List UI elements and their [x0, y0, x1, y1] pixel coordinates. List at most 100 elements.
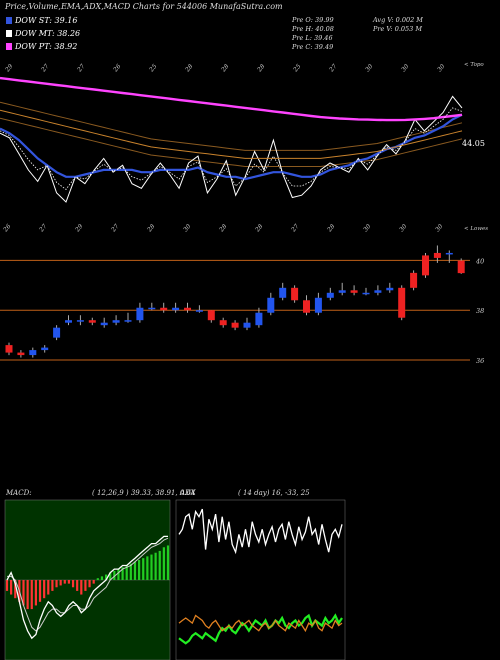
info-prev-volume: Pre V: 0.053 M	[373, 25, 423, 33]
candle-body	[398, 287, 406, 318]
ema-pt-line	[0, 76, 463, 122]
candle-body	[422, 255, 429, 276]
candle-body	[41, 347, 49, 351]
candle-body	[76, 320, 84, 322]
candle-body	[386, 287, 394, 291]
candle-body	[279, 287, 287, 298]
page-title: Price,Volume,EMA,ADX,MACD Charts for 544…	[5, 2, 283, 11]
candle-body	[338, 290, 346, 293]
candle-body	[88, 320, 96, 323]
candle-body	[374, 290, 382, 293]
candle-body	[303, 300, 310, 313]
bottom-day-label: 30	[362, 223, 372, 233]
top-day-label: 25	[148, 63, 159, 74]
bottom-day-label: 28	[218, 223, 229, 234]
ema-band-upper	[0, 101, 463, 151]
bottom-day-label: 27	[110, 223, 121, 234]
candle-body	[172, 307, 180, 311]
level-label: 38	[476, 307, 484, 315]
top-day-label: 29	[4, 63, 15, 74]
candle-body	[433, 252, 441, 258]
bottom-label: < Lowes	[464, 226, 488, 232]
top-day-label: 28	[220, 63, 231, 74]
candle-body	[5, 345, 13, 353]
candle-body	[314, 297, 322, 313]
info-low: Pre L: 39.46	[292, 34, 333, 42]
price-line	[0, 95, 463, 203]
candle-body	[243, 322, 251, 328]
legend-label: DOW ST: 39.16	[15, 16, 78, 25]
adx-values: ( 14 day) 16, -33, 25	[238, 489, 310, 497]
legend-dow-st: DOW ST: 39.16	[6, 16, 126, 27]
adx-panel	[175, 499, 346, 660]
candle-body	[17, 352, 25, 356]
macd-label: MACD:	[6, 489, 32, 497]
bottom-day-label: 30	[398, 223, 408, 233]
top-day-label: 30	[364, 63, 374, 73]
legend-label: DOW PT: 38.92	[15, 42, 78, 51]
candle-body	[53, 327, 61, 338]
candle-body	[136, 307, 144, 321]
legend-dow-pt: DOW PT: 38.92	[6, 42, 126, 53]
info-high: Pre H: 40.08	[292, 25, 334, 33]
top-day-label: 30	[436, 63, 446, 73]
candle-body	[362, 292, 370, 295]
candle-body	[291, 287, 299, 301]
bottom-day-label: 28	[254, 223, 265, 234]
candle-body	[267, 297, 275, 313]
bottom-day-label: 26	[2, 223, 13, 234]
candle-body	[255, 312, 263, 326]
macd-line	[6, 535, 168, 640]
candle-body	[100, 322, 108, 326]
adx-plus-di-line	[178, 508, 343, 555]
candle-body	[29, 350, 37, 356]
candle-body	[207, 310, 215, 321]
price-label: 44.05	[462, 139, 485, 148]
top-day-label: 25	[292, 63, 303, 74]
adx-minus-di-line	[178, 614, 343, 633]
top-day-label: 28	[256, 63, 267, 74]
candle-body	[219, 320, 227, 326]
top-day-label: 28	[184, 63, 195, 74]
candle-body	[148, 307, 156, 310]
legend-label: DOW MT: 38.26	[15, 29, 81, 38]
candle-body	[112, 320, 120, 323]
candle-body	[160, 307, 168, 311]
bottom-day-label: 29	[74, 223, 85, 234]
candle-body	[326, 292, 334, 298]
bottom-day-label: 27	[290, 223, 301, 234]
candle-body	[410, 272, 418, 288]
candle-body	[457, 260, 465, 274]
candle-body	[65, 320, 72, 323]
ema-st-line	[0, 113, 463, 181]
dotted-average-line	[0, 107, 463, 190]
ema-band-lower	[0, 117, 463, 167]
adx-label: ADX	[180, 489, 196, 497]
ema-mt-line	[0, 109, 463, 159]
legend-swatch	[6, 30, 12, 37]
candle-body	[231, 322, 239, 328]
bottom-day-label: 27	[38, 223, 49, 234]
bottom-day-label: 28	[326, 223, 337, 234]
candle-body	[195, 310, 203, 312]
info-avg-volume: Avg V: 0.002 M	[373, 16, 423, 24]
legend-swatch	[6, 17, 12, 24]
top-day-label: 30	[400, 63, 410, 73]
candle-body	[124, 320, 132, 322]
bottom-day-label: 30	[182, 223, 192, 233]
macd-signal-line	[7, 537, 169, 632]
top-day-label: 27	[328, 63, 339, 74]
candle-body	[184, 307, 191, 311]
top-day-label: 26	[112, 63, 123, 74]
top-day-label: 27	[76, 63, 87, 74]
candle-body	[350, 290, 358, 293]
bottom-day-label: 30	[434, 223, 444, 233]
info-close: Pre C: 39.49	[292, 43, 334, 51]
level-label: 36	[476, 357, 484, 365]
legend-dow-mt: DOW MT: 38.26	[6, 29, 126, 40]
candle-body	[445, 252, 453, 255]
bottom-day-label: 28	[146, 223, 157, 234]
top-label: < Topo	[464, 62, 484, 68]
legend-swatch	[6, 43, 12, 50]
